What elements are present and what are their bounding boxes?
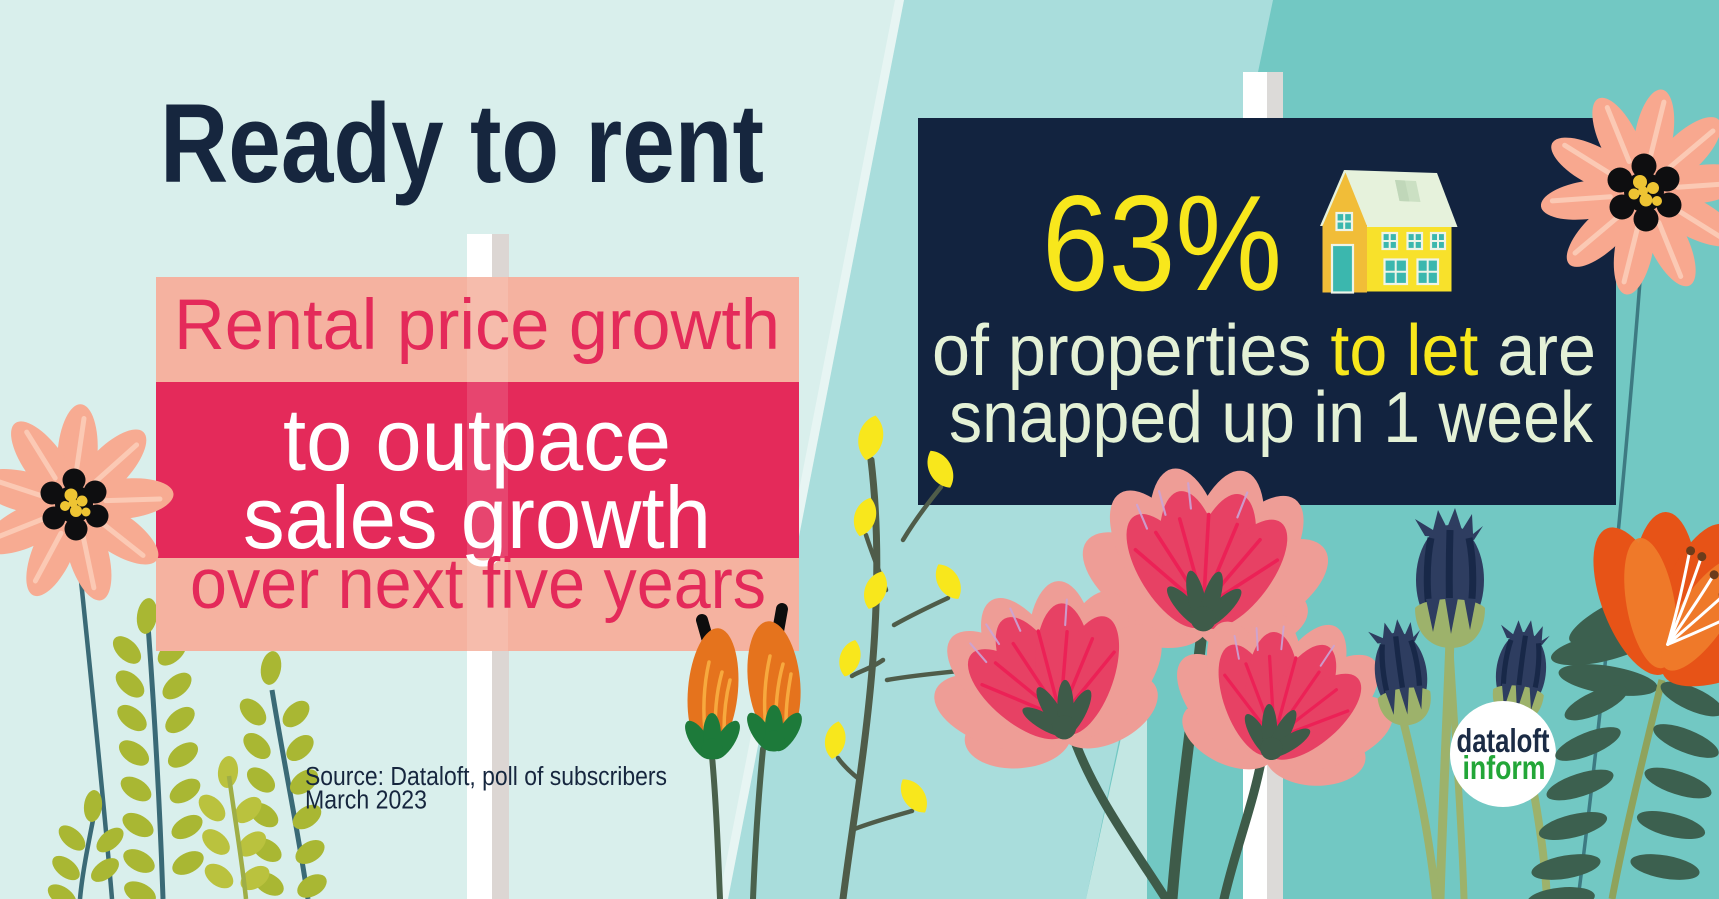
svg-text:snapped up in 1 week: snapped up in 1 week	[949, 378, 1594, 458]
svg-text:Rental price growth: Rental price growth	[174, 286, 780, 365]
svg-text:to outpace: to outpace	[283, 390, 671, 489]
svg-text:sales growth: sales growth	[243, 468, 711, 567]
svg-text:63%: 63%	[1042, 167, 1282, 319]
svg-text:of properties to let are: of properties to let are	[932, 311, 1596, 391]
svg-text:inform: inform	[1463, 749, 1546, 786]
svg-text:Ready to rent: Ready to rent	[160, 81, 764, 206]
svg-text:over next five years: over next five years	[190, 545, 766, 624]
svg-text:dataloft: dataloft	[1457, 722, 1550, 759]
svg-text:March 2023: March 2023	[305, 787, 427, 815]
svg-text:Source: Dataloft, poll of subs: Source: Dataloft, poll of subscribers	[305, 763, 667, 791]
